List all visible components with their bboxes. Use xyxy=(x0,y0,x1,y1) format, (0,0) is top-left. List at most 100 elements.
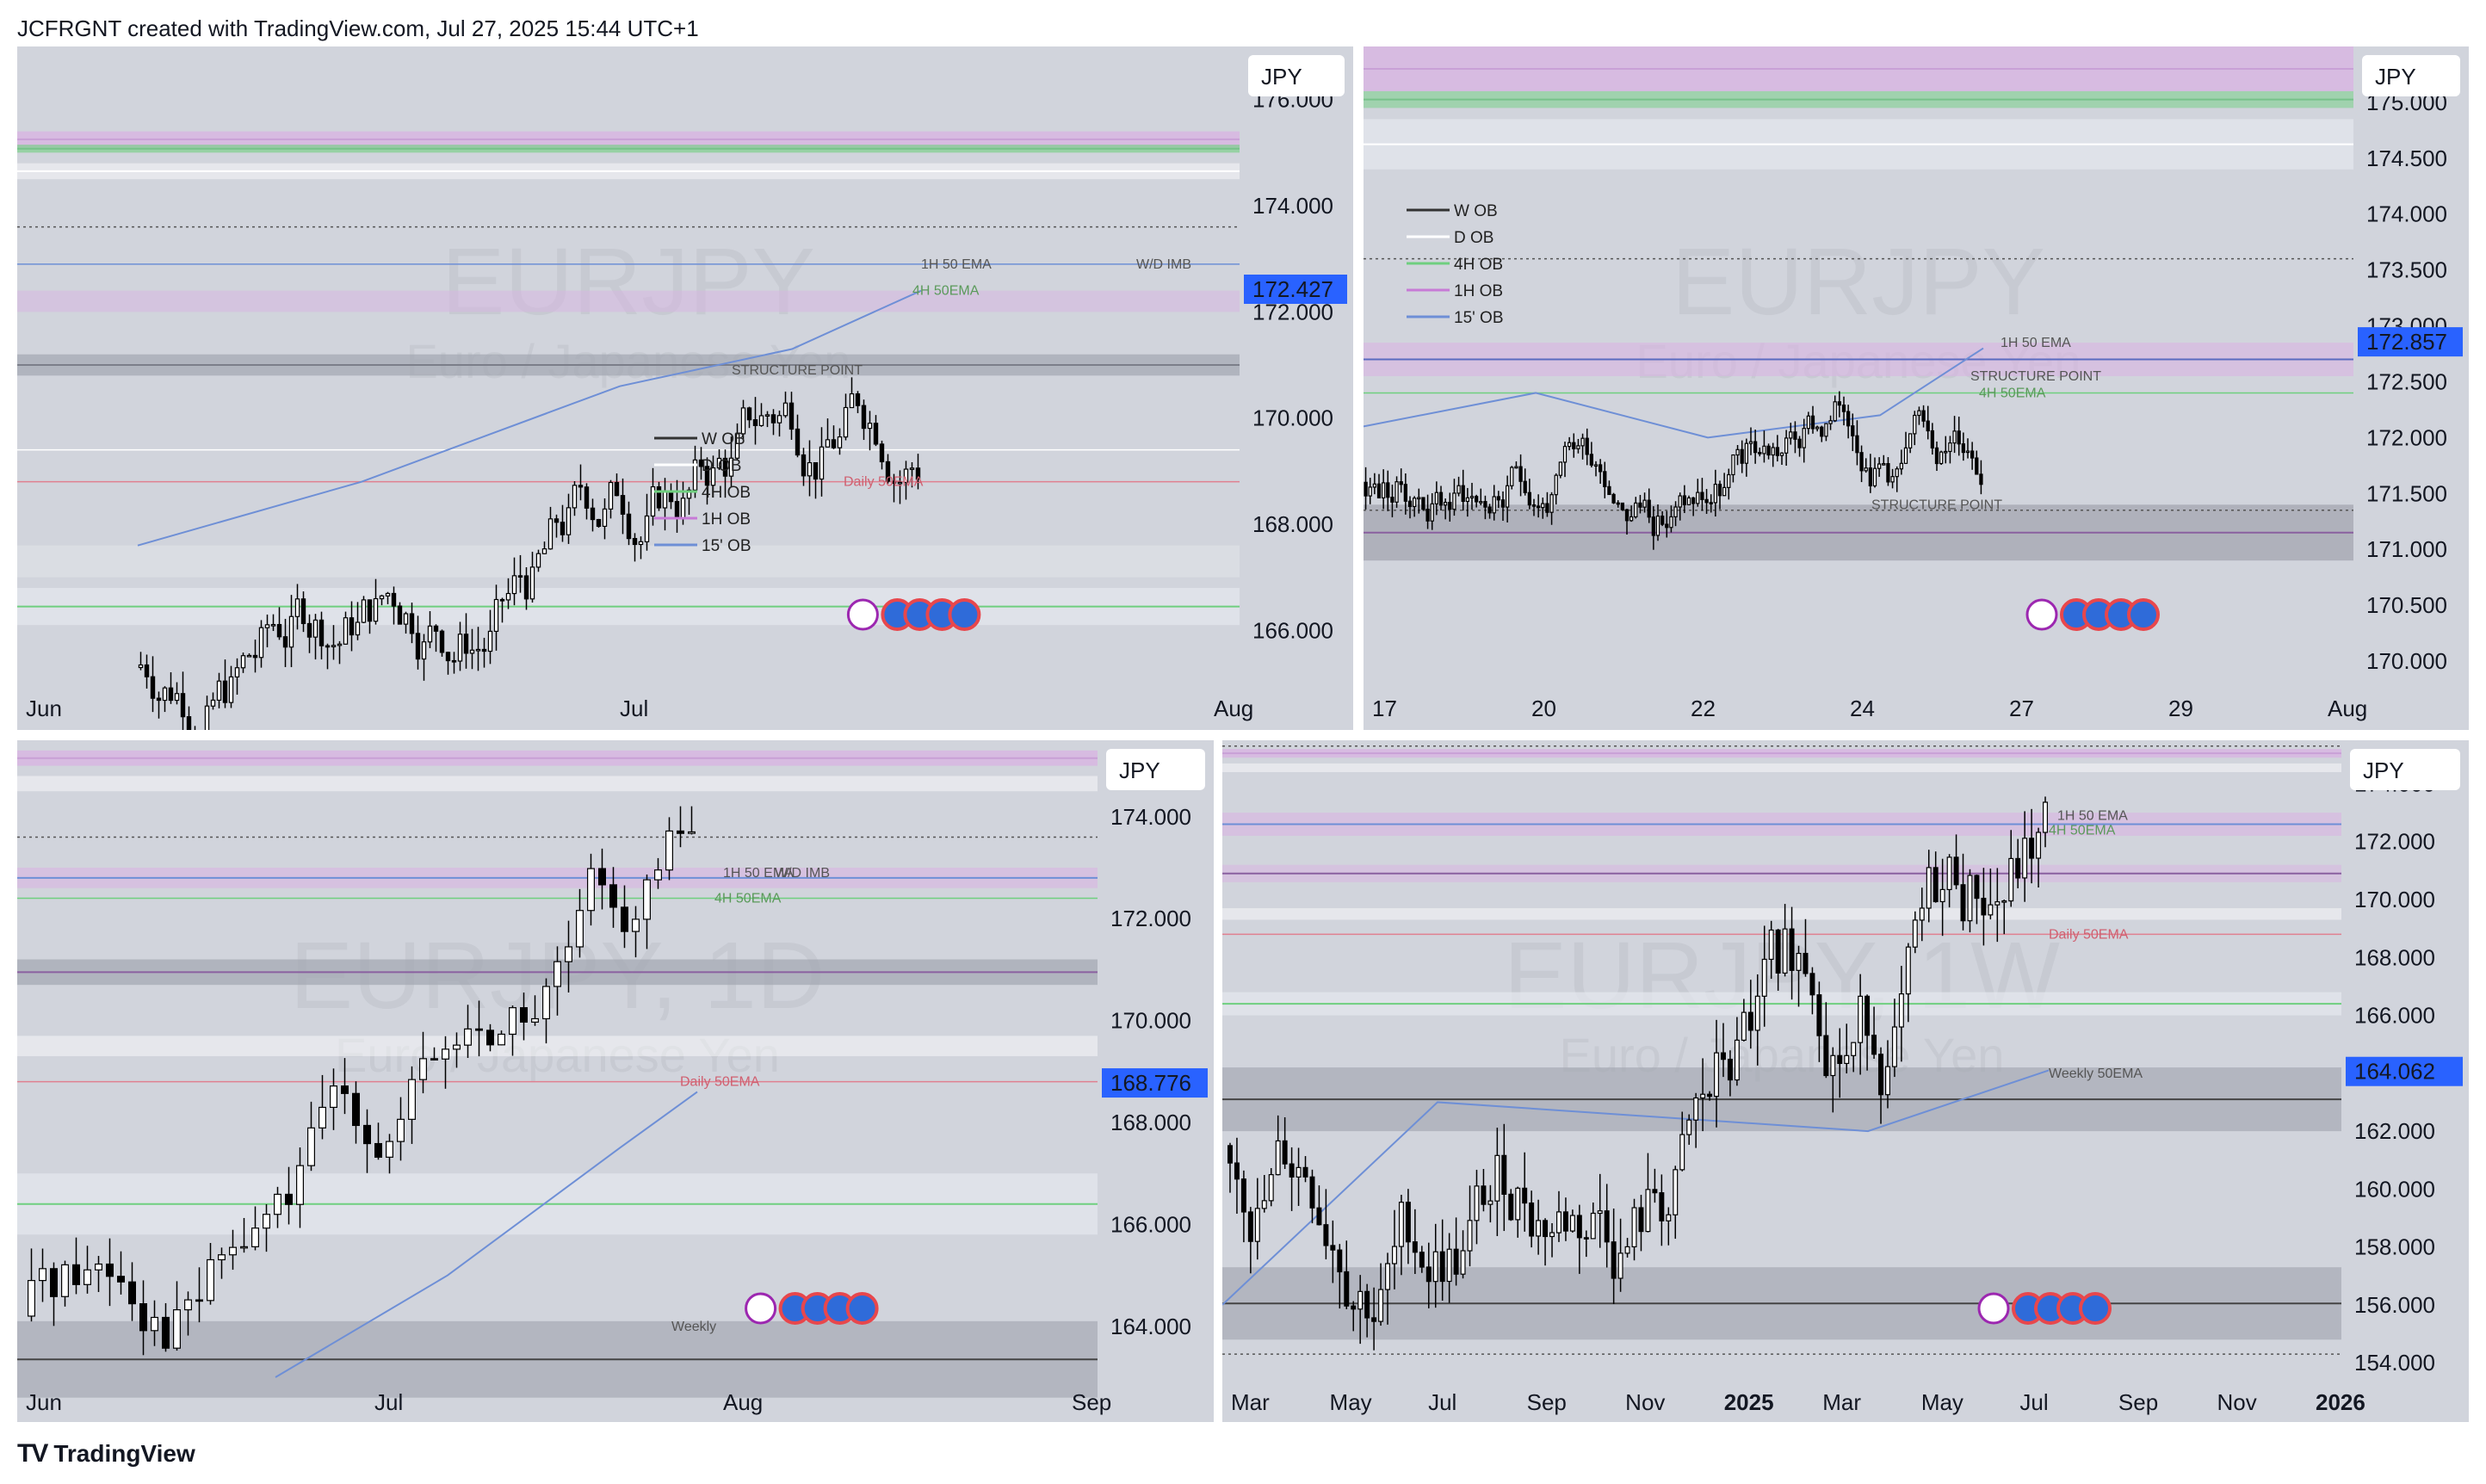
candle-body xyxy=(1926,420,1930,432)
candle-body xyxy=(442,1048,450,1060)
last-price-label: 164.062 xyxy=(2354,1059,2435,1085)
candle-body xyxy=(361,599,367,623)
candle-body xyxy=(1296,1166,1302,1178)
candle-body xyxy=(1988,904,1994,916)
candle-body xyxy=(318,1106,327,1128)
candle-body xyxy=(184,1299,193,1311)
candle-body xyxy=(1666,1214,1672,1221)
candle-body xyxy=(1576,1215,1582,1239)
candle-body xyxy=(1467,1220,1473,1252)
candle-body xyxy=(1405,1202,1411,1243)
candle-body xyxy=(439,630,445,653)
candle-body xyxy=(517,575,523,578)
legend-label: 15' OB xyxy=(702,537,751,555)
candle-body xyxy=(1638,1207,1644,1233)
candle-body xyxy=(150,676,156,699)
candle-body xyxy=(1479,501,1483,504)
candle-body xyxy=(903,468,909,483)
chart-panel-bottom-right[interactable]: EURJPY, 1W Euro / Japanese Yen 1H 50 EMA 4H… xyxy=(1222,740,2469,1422)
candle-body xyxy=(620,906,628,932)
candle-body xyxy=(1965,450,1970,454)
footer-brand[interactable]: TV TradingView xyxy=(17,1439,195,1469)
candle-body xyxy=(1970,450,1975,459)
candle-body xyxy=(397,605,403,625)
candle-body xyxy=(1731,454,1735,476)
candle-body xyxy=(1659,1192,1665,1221)
candle-body xyxy=(1665,523,1669,529)
candle-body xyxy=(331,645,337,647)
candle-body xyxy=(1802,428,1806,448)
candle-body xyxy=(1589,454,1594,466)
candle-body xyxy=(1522,1187,1528,1204)
candle-body xyxy=(296,1165,305,1205)
annotation-label: 1H 50 EMA xyxy=(723,866,794,881)
candle-body xyxy=(873,423,879,445)
lightning-icon xyxy=(745,1292,777,1325)
candle-body xyxy=(1432,1251,1438,1283)
candle-body xyxy=(128,1281,137,1305)
y-tick-label: 162.000 xyxy=(2354,1118,2435,1144)
candle-body xyxy=(704,466,710,486)
candle-body xyxy=(1748,441,1753,444)
candle-body xyxy=(408,1079,417,1120)
candle-body xyxy=(1789,431,1793,439)
candle-body xyxy=(1939,888,1945,903)
candle-body xyxy=(1461,485,1465,503)
candle-body xyxy=(1611,1241,1617,1279)
candle-body xyxy=(421,641,427,660)
zone-4 xyxy=(1222,908,2341,920)
candle-body xyxy=(1948,442,1952,453)
candle-body xyxy=(1700,1093,1706,1099)
candle-body xyxy=(1709,502,1713,504)
candle-body xyxy=(1981,897,1987,916)
candle-body xyxy=(909,467,915,470)
candle-body xyxy=(1823,1035,1829,1077)
candle-body xyxy=(1913,414,1917,435)
candle-body xyxy=(367,599,373,622)
candle-body xyxy=(1727,473,1731,488)
y-tick-label: 168.000 xyxy=(1252,511,1333,537)
candle-body xyxy=(1446,1248,1452,1283)
candle-body xyxy=(770,414,776,424)
ema-line xyxy=(137,289,922,547)
legend-label: W OB xyxy=(1454,202,1498,220)
candle-body xyxy=(740,407,746,435)
candle-body xyxy=(355,621,361,636)
candle-body xyxy=(1953,856,1959,886)
candle-body xyxy=(541,986,550,1020)
candle-body xyxy=(1741,1011,1747,1041)
candle-body xyxy=(1398,1202,1404,1247)
candle-body xyxy=(1630,516,1634,522)
y-tick-label: 164.000 xyxy=(1110,1314,1191,1339)
candle-body xyxy=(1871,1035,1877,1055)
annotation-label: Daily 50EMA xyxy=(680,1075,760,1090)
candle-body xyxy=(1481,1185,1487,1205)
annotation-label: 4H 50EMA xyxy=(714,892,782,906)
candle-body xyxy=(656,485,662,509)
event-icons xyxy=(2025,598,2160,631)
candle-body xyxy=(1638,502,1642,508)
candle-body xyxy=(312,619,318,638)
candle-body xyxy=(1364,1290,1370,1319)
event-icon xyxy=(2127,598,2160,631)
candle-body xyxy=(1898,993,1904,1028)
candle-body xyxy=(474,1028,483,1031)
candle-body xyxy=(511,575,517,595)
candle-body xyxy=(529,566,535,600)
candle-body xyxy=(1768,929,1774,961)
candle-body xyxy=(1704,498,1709,504)
candle-body xyxy=(1510,467,1514,486)
candle-body xyxy=(453,1044,461,1050)
candle-body xyxy=(1803,952,1809,974)
candle-body xyxy=(1425,508,1430,522)
annotation-label: 4H 50EMA xyxy=(1979,386,2046,400)
candle-body xyxy=(1569,1215,1575,1232)
candle-body xyxy=(415,633,421,660)
candle-body xyxy=(1758,452,1762,454)
candle-body xyxy=(825,439,831,448)
candle-body xyxy=(1946,856,1952,891)
candle-body xyxy=(523,575,529,600)
